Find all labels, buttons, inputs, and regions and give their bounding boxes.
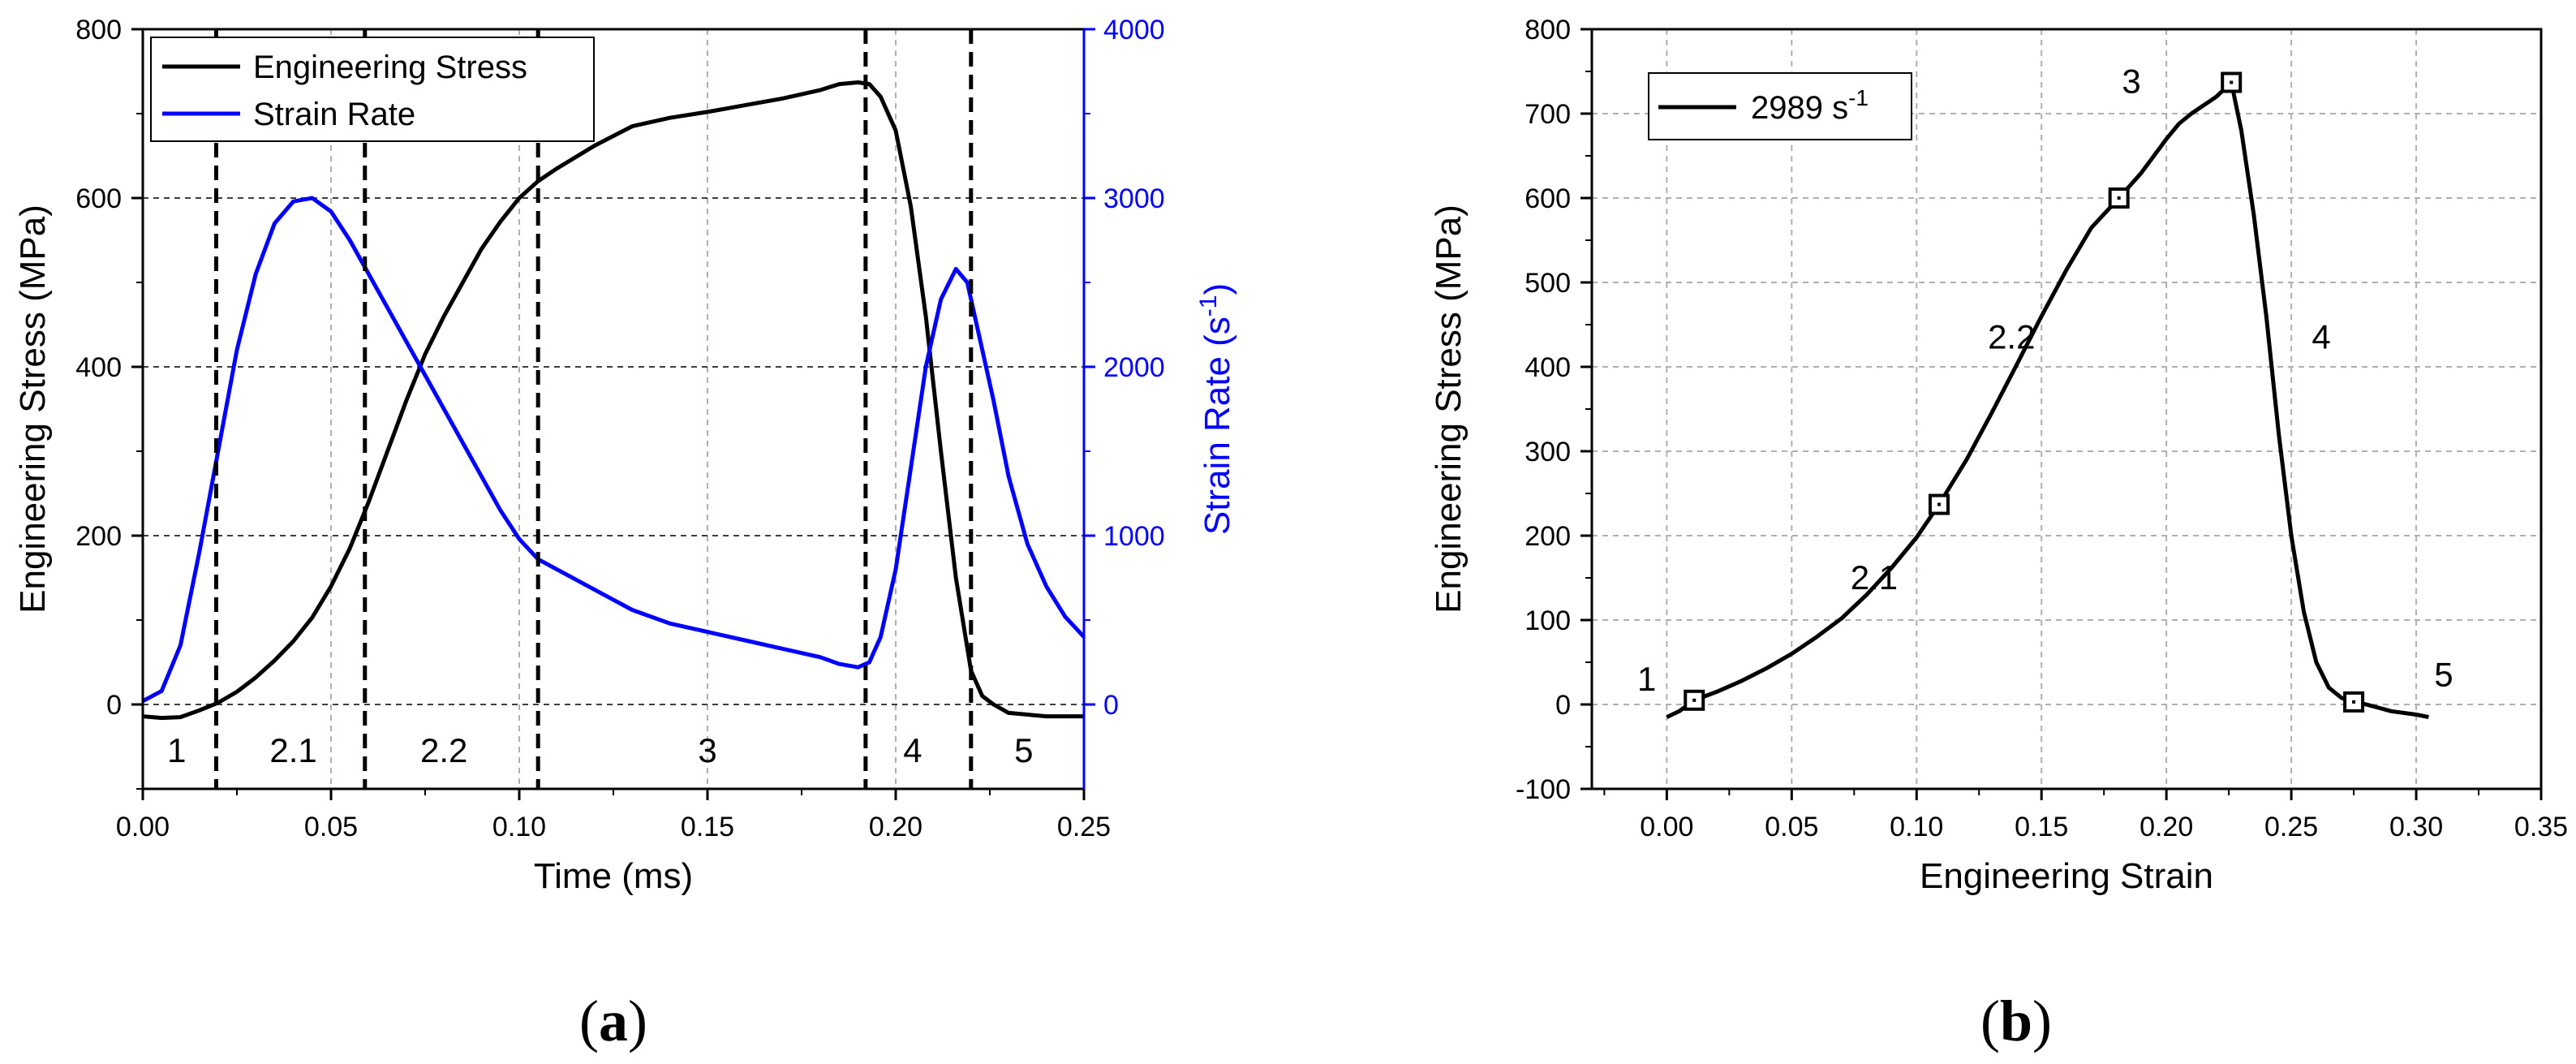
y2-tick-label: 4000 bbox=[1103, 15, 1165, 45]
y2-axis-title-end: ) bbox=[1198, 283, 1237, 295]
x-axis-title: Engineering Strain bbox=[1920, 856, 2213, 896]
panel-paren-close: ) bbox=[2032, 989, 2052, 1053]
region-label: 2.2 bbox=[420, 731, 467, 769]
y-tick-label: 0 bbox=[106, 690, 122, 721]
region-label: 4 bbox=[903, 731, 922, 769]
y-tick-label: 300 bbox=[1525, 437, 1571, 467]
x-tick-label: 0.20 bbox=[869, 812, 922, 842]
region-label: 5 bbox=[2434, 656, 2453, 694]
y-tick-label: 400 bbox=[75, 352, 122, 383]
y-tick-label: -100 bbox=[1516, 774, 1571, 805]
panel-paren-open: ( bbox=[1980, 989, 2000, 1053]
y-tick-label: 700 bbox=[1525, 99, 1571, 130]
region-label: 2.1 bbox=[1851, 558, 1898, 597]
x-tick-label: 0.35 bbox=[2514, 812, 2568, 842]
series-line-strain-rate bbox=[141, 196, 1086, 704]
region-label: 1 bbox=[167, 731, 186, 769]
legend-label-superscript: -1 bbox=[1848, 85, 1869, 110]
chart-a: 1 2.1 2.2 3 4 5 0.00 0.05 0.10 0.15 0.20 0.25 0 200 40… bbox=[13, 15, 1237, 1053]
y-tick-label: 600 bbox=[1525, 183, 1571, 214]
y2-tick-label: 2000 bbox=[1103, 352, 1165, 383]
region-label: 4 bbox=[2312, 318, 2330, 356]
phase-marker-dot bbox=[1937, 502, 1941, 506]
y-axis-title: Engineering Stress (MPa) bbox=[1429, 205, 1469, 614]
x-tick-label: 0.15 bbox=[2015, 812, 2068, 842]
x-tick-label: 0.15 bbox=[681, 812, 734, 842]
y-tick-label: 200 bbox=[75, 521, 122, 552]
y-tick-label: 200 bbox=[1525, 521, 1571, 552]
y2-axis-title-base: Strain Rate (s bbox=[1198, 317, 1237, 535]
phase-marker-dot bbox=[2230, 80, 2234, 84]
y2-axis-title: Strain Rate (s-1) bbox=[1195, 283, 1237, 535]
region-label: 3 bbox=[2122, 62, 2140, 100]
y-tick-label: 800 bbox=[1525, 15, 1571, 45]
phase-marker-dot bbox=[1692, 698, 1697, 702]
series-line-stress-strain bbox=[1666, 80, 2429, 720]
x-tick-label: 0.10 bbox=[1890, 812, 1943, 842]
legend-label: Strain Rate bbox=[253, 97, 415, 132]
y-tick-label: 800 bbox=[75, 15, 122, 45]
panel-label-a: (a) bbox=[579, 989, 647, 1053]
panel-paren-close: ) bbox=[628, 989, 647, 1053]
x-tick-label: 0.25 bbox=[1057, 812, 1111, 842]
y-tick-label: 400 bbox=[1525, 352, 1571, 383]
y-tick-label: 100 bbox=[1525, 605, 1571, 636]
x-axis-title: Time (ms) bbox=[534, 856, 693, 896]
region-label: 3 bbox=[698, 731, 716, 769]
y-tick-label: 0 bbox=[1555, 690, 1571, 721]
legend: 2989 s-1 bbox=[1648, 72, 1912, 140]
legend-label: Engineering Stress bbox=[253, 50, 527, 85]
y-tick-label: 500 bbox=[1525, 268, 1571, 299]
y2-tick-label: 3000 bbox=[1103, 183, 1165, 214]
legend: Engineering Stress Strain Rate bbox=[150, 37, 595, 142]
x-tick-label: 0.00 bbox=[1640, 812, 1693, 842]
y-tick-label: 600 bbox=[75, 183, 122, 214]
panel-letter: a bbox=[599, 989, 628, 1053]
region-label: 1 bbox=[1637, 660, 1656, 698]
x-tick-label: 0.25 bbox=[2264, 812, 2318, 842]
panel-letter: b bbox=[2000, 989, 2032, 1053]
panel-paren-open: ( bbox=[579, 989, 599, 1053]
chart-b: 1 2.1 2.2 3 4 5 0.00 0.05 0.10 0.15 0.20 0.25 0.30 0.… bbox=[1429, 15, 2568, 1053]
y2-tick-label: 0 bbox=[1103, 690, 1119, 721]
series-line-engineering-stress bbox=[142, 80, 1084, 721]
phase-marker-dot bbox=[2117, 196, 2121, 200]
y2-tick-label: 1000 bbox=[1103, 521, 1165, 552]
x-tick-label: 0.20 bbox=[2139, 812, 2193, 842]
y2-axis-title-superscript: -1 bbox=[1195, 295, 1222, 317]
x-tick-label: 0.05 bbox=[1765, 812, 1818, 842]
plot-frame bbox=[1590, 28, 2543, 790]
panel-label-b: (b) bbox=[1980, 989, 2052, 1053]
region-label: 5 bbox=[1014, 731, 1033, 769]
legend-label-base: 2989 s bbox=[1751, 90, 1848, 126]
x-tick-label: 0.00 bbox=[116, 812, 170, 842]
phase-marker-dot bbox=[2352, 700, 2356, 704]
y-axis-title: Engineering Stress (MPa) bbox=[13, 205, 53, 614]
x-tick-label: 0.05 bbox=[304, 812, 358, 842]
region-label: 2.1 bbox=[269, 731, 316, 769]
region-label: 2.2 bbox=[1988, 318, 2035, 356]
legend-label: 2989 s-1 bbox=[1751, 85, 1869, 126]
x-tick-label: 0.30 bbox=[2389, 812, 2443, 842]
legend-box bbox=[150, 37, 595, 142]
x-tick-label: 0.10 bbox=[492, 812, 546, 842]
